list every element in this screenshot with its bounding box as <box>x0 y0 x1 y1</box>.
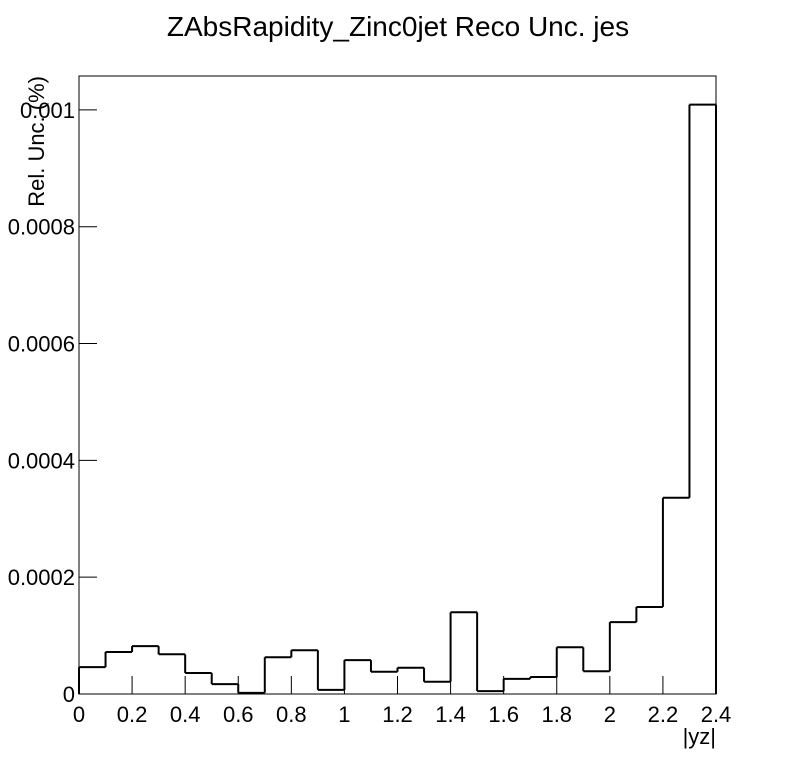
x-tick-label: 1.6 <box>488 702 519 727</box>
y-tick-label: 0.0002 <box>8 565 75 590</box>
y-tick-label: 0 <box>63 682 75 707</box>
y-tick-label: 0.0008 <box>8 215 75 240</box>
x-tick-label: 2 <box>604 702 616 727</box>
x-tick-label: 2.4 <box>701 702 732 727</box>
x-tick-label: 2.2 <box>648 702 679 727</box>
chart-title: ZAbsRapidity_Zinc0jet Reco Unc. jes <box>167 11 629 42</box>
x-axis-label: |yz| <box>683 724 716 749</box>
x-tick-label: 1.4 <box>435 702 466 727</box>
x-tick-label: 1.8 <box>541 702 572 727</box>
y-axis-label: Rel. Unc. (%) <box>24 76 49 207</box>
y-tick-label: 0.0006 <box>8 332 75 357</box>
y-tick-label: 0.001 <box>20 98 75 123</box>
x-tick-label: 0.6 <box>223 702 254 727</box>
x-tick-label: 0.2 <box>117 702 148 727</box>
x-tick-label: 1 <box>338 702 350 727</box>
x-tick-label: 0.4 <box>170 702 201 727</box>
x-tick-label: 0.8 <box>276 702 307 727</box>
x-tick-label: 0 <box>73 702 85 727</box>
x-tick-label: 1.2 <box>382 702 413 727</box>
y-tick-label: 0.0004 <box>8 448 75 473</box>
